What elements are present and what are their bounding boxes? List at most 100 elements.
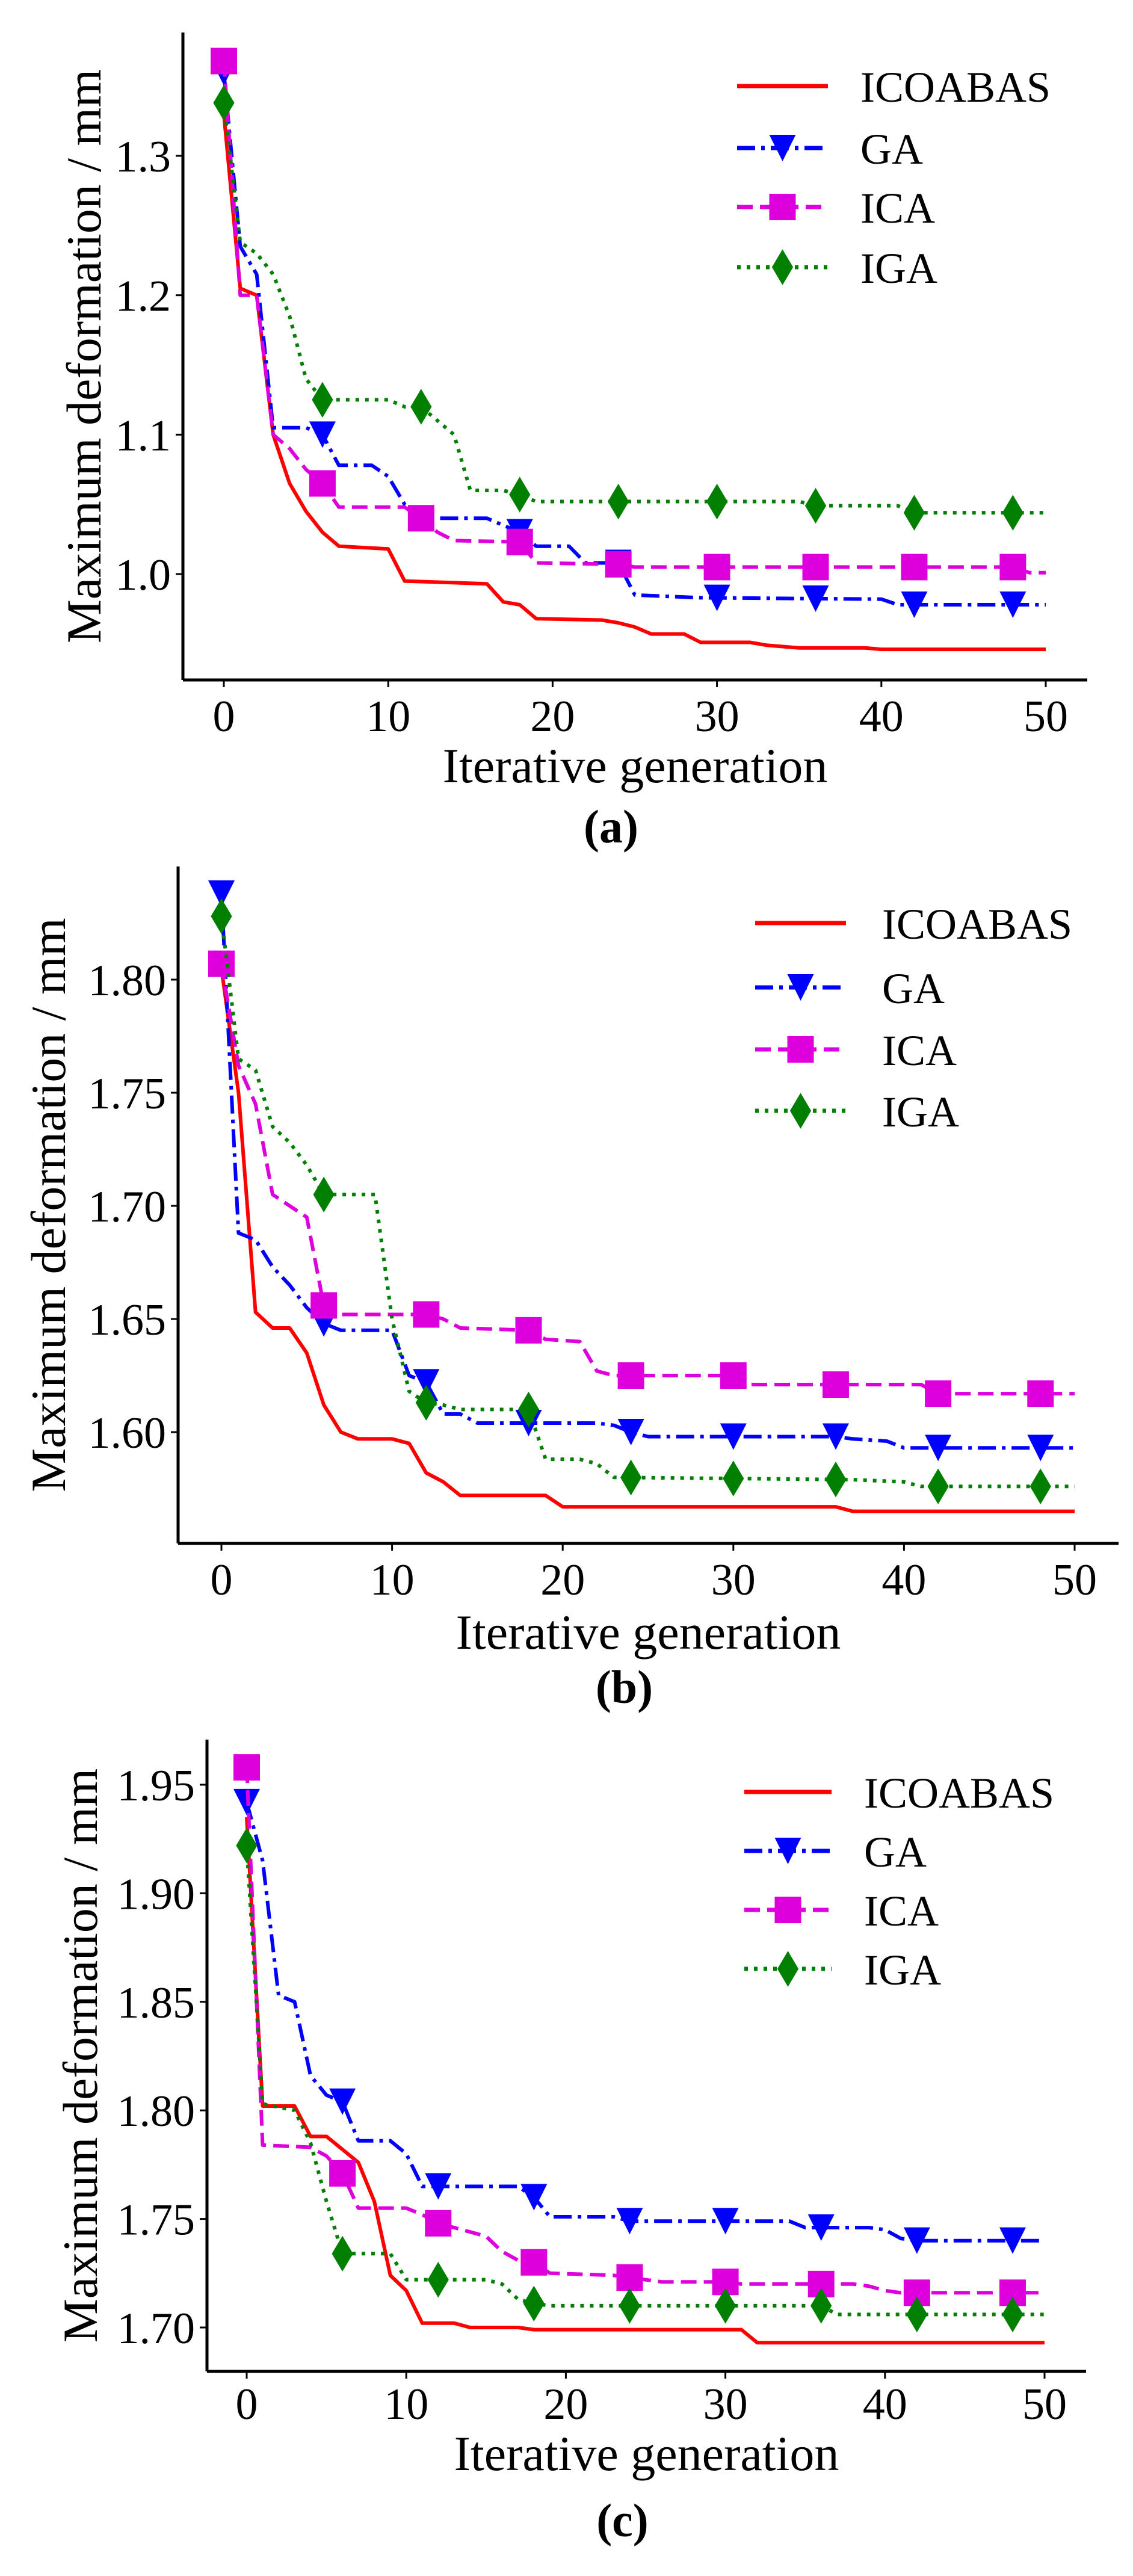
y-axis-label: Maximum deformation / mm: [57, 69, 111, 643]
iga-marker: [1030, 1468, 1051, 1504]
iga-marker: [927, 1468, 949, 1504]
y-tick-label: 1.65: [88, 1296, 167, 1345]
y-tick-label: 1.70: [88, 1182, 167, 1232]
series-ica: [208, 950, 1075, 1407]
x-tick-label: 50: [1022, 2380, 1067, 2429]
ica-marker: [407, 505, 434, 532]
x-axis-label: Iterative generation: [456, 1605, 841, 1660]
y-tick-label: 1.0: [116, 551, 171, 600]
legend-label: ICOABAS: [864, 1769, 1054, 1817]
x-tick-label: 50: [1052, 1555, 1097, 1605]
iga-marker: [903, 495, 925, 531]
ica-marker: [703, 554, 730, 581]
y-tick-label: 1.70: [117, 2304, 196, 2353]
legend-entry-ica: ICA: [737, 184, 935, 232]
y-tick-label: 1.3: [116, 132, 171, 182]
ica-marker: [1027, 1380, 1054, 1407]
x-tick-label: 0: [211, 1555, 233, 1605]
iga-marker: [313, 1176, 335, 1212]
ica-marker: [310, 1292, 338, 1319]
ga-marker: [901, 591, 928, 618]
legend-label: GA: [882, 965, 945, 1013]
ga-marker: [703, 584, 730, 611]
legend-entry-ga: GA: [737, 125, 923, 173]
panel-caption: (a): [584, 800, 638, 853]
chart-panel-c: 0 10 20 30 40 50 1.70 1.75 1.80 1.85 1.90 1.95Maxim…: [53, 1740, 1086, 2547]
iga-marker: [332, 2235, 353, 2272]
series-iga: [213, 85, 1046, 531]
legend-label: GA: [864, 1828, 927, 1876]
iga-marker: [1002, 495, 1023, 531]
iga-marker: [715, 2288, 736, 2324]
legend-entry-ica: ICA: [755, 1027, 957, 1075]
ica-marker: [901, 554, 928, 581]
series-icoabas: [245, 1817, 1045, 2345]
iga-marker: [410, 389, 432, 425]
ica-marker: [802, 554, 829, 581]
icoabas-line: [220, 968, 1075, 1513]
ga-marker: [720, 1423, 747, 1450]
iga-marker: [509, 477, 531, 513]
panel-caption: (c): [596, 2494, 649, 2547]
x-tick-label: 20: [530, 692, 575, 741]
legend-entry-icoabas: ICOABAS: [744, 1769, 1054, 1817]
iga-marker: [415, 1385, 437, 1421]
iga-marker: [523, 2285, 545, 2322]
x-tick-label: 20: [540, 1555, 585, 1605]
icoabas-line: [222, 114, 1046, 652]
ga-marker: [309, 421, 336, 448]
ga-marker: [616, 2208, 643, 2235]
iga-marker: [804, 487, 827, 524]
legend-label: ICOABAS: [882, 900, 1072, 948]
ga-marker: [1027, 1435, 1054, 1462]
legend-marker: [769, 135, 796, 161]
ica-marker: [999, 554, 1026, 581]
x-axis-label: Iterative generation: [454, 2426, 839, 2481]
ica-marker: [211, 48, 237, 75]
series-iga: [211, 898, 1075, 1504]
legend-entry-ga: GA: [755, 965, 945, 1013]
series-icoabas: [222, 114, 1046, 652]
y-tick-label: 1.80: [88, 956, 167, 1005]
x-tick-label: 10: [384, 2380, 428, 2429]
legend-marker: [789, 1093, 812, 1129]
ica-marker: [605, 551, 632, 578]
legend-marker: [769, 194, 796, 220]
legend-entry-iga: IGA: [737, 244, 937, 292]
x-tick-label: 30: [711, 1555, 756, 1605]
icoabas-line: [245, 1817, 1045, 2345]
ica-marker: [413, 1301, 440, 1328]
legend-label: IGA: [860, 244, 937, 292]
iga-marker: [619, 2288, 641, 2324]
iga-marker: [810, 2288, 832, 2324]
ga-marker: [712, 2208, 739, 2235]
legend-entry-ga: GA: [744, 1828, 927, 1876]
y-tick-label: 1.75: [88, 1069, 167, 1119]
ica-marker: [720, 1362, 747, 1389]
y-axis-label: Maximum deformation / mm: [53, 1768, 108, 2343]
iga-marker: [236, 1827, 258, 1864]
x-tick-label: 30: [703, 2380, 748, 2429]
ga-line: [222, 72, 1046, 607]
iga-marker: [517, 1391, 540, 1428]
ica-marker: [617, 1362, 644, 1389]
ga-marker: [413, 1369, 440, 1396]
legend-label: IGA: [882, 1088, 959, 1136]
ica-marker: [425, 2210, 452, 2237]
ga-marker: [329, 2088, 356, 2115]
ga-marker: [999, 591, 1026, 618]
legend-marker: [771, 249, 794, 285]
iga-marker: [906, 2296, 928, 2333]
legend-entry-ica: ICA: [744, 1887, 939, 1935]
iga-marker: [608, 483, 629, 520]
x-tick-label: 0: [213, 692, 235, 741]
ga-marker: [208, 880, 235, 907]
y-tick-label: 1.95: [117, 1761, 196, 1811]
x-axis-label: Iterative generation: [443, 738, 828, 793]
ga-marker: [802, 585, 829, 612]
ica-marker: [329, 2160, 356, 2187]
x-tick-label: 50: [1023, 692, 1068, 741]
x-tick-label: 0: [236, 2380, 258, 2429]
